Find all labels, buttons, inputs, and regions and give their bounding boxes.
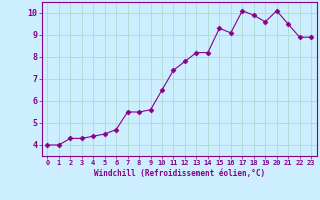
X-axis label: Windchill (Refroidissement éolien,°C): Windchill (Refroidissement éolien,°C) [94,169,265,178]
